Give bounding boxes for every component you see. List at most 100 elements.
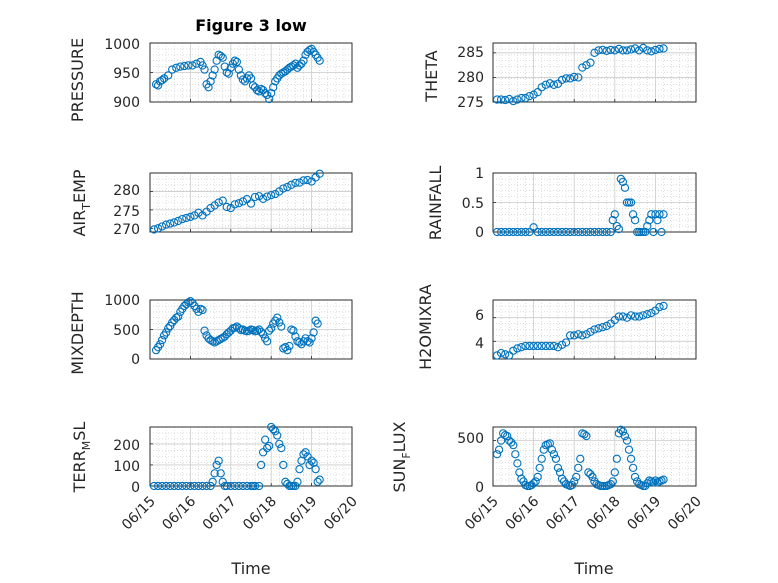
data-point — [517, 474, 526, 483]
data-point — [153, 224, 163, 233]
data-point — [170, 481, 179, 491]
data-point — [578, 227, 587, 237]
data-point — [260, 89, 270, 98]
axes-border — [149, 42, 353, 103]
data-point — [630, 44, 640, 53]
data-point — [533, 341, 542, 351]
data-point — [220, 62, 229, 71]
data-point — [565, 74, 575, 83]
data-point — [315, 475, 324, 484]
data-point — [537, 83, 546, 92]
data-point — [641, 481, 650, 491]
data-point — [498, 429, 508, 438]
y-axis-label-rest: LUX — [390, 421, 409, 452]
data-point — [234, 199, 244, 208]
subplot-h2omixra: 4 6 H2OMIXRA — [416, 284, 697, 370]
data-point — [610, 210, 619, 219]
data-point — [533, 227, 542, 237]
x-tick-label: 06/16 — [159, 493, 199, 533]
data-point — [184, 298, 193, 307]
data-point — [188, 61, 197, 70]
data-point — [513, 344, 522, 353]
data-point — [170, 218, 179, 227]
data-point — [586, 58, 595, 67]
y-axis-label-sub: T — [80, 203, 93, 211]
data-point — [561, 74, 571, 83]
data-point — [641, 227, 650, 237]
y-tick-label: 4 — [475, 336, 484, 352]
data-point — [630, 472, 640, 482]
y-tick-label: 0 — [131, 480, 140, 496]
data-markers — [149, 169, 324, 234]
data-point — [541, 341, 550, 351]
data-point — [584, 468, 593, 477]
data-point — [647, 47, 656, 56]
axes-border — [149, 172, 353, 233]
data-point — [513, 227, 522, 237]
data-point — [553, 343, 563, 352]
y-axis-label: TERRMSL — [70, 422, 93, 494]
y-tick-label: 900 — [113, 95, 140, 111]
data-point — [496, 227, 506, 237]
x-tick-label: 06/18 — [584, 494, 624, 534]
data-point — [260, 435, 270, 444]
data-point — [594, 46, 603, 55]
data-point — [265, 326, 274, 335]
data-point — [307, 456, 316, 465]
data-point — [295, 338, 304, 347]
y-tick-label: 950 — [113, 66, 140, 82]
data-point — [305, 338, 314, 347]
data-point — [299, 176, 308, 185]
y-axis-label: H2OMIXRA — [416, 284, 435, 370]
y-tick-label: 285 — [457, 45, 484, 61]
subplot-rainfall: 0 0.5 1 RAINFALL — [426, 166, 697, 241]
data-point — [271, 189, 280, 199]
data-point — [657, 227, 666, 237]
data-point — [616, 425, 626, 434]
data-point — [578, 331, 587, 340]
data-point — [252, 326, 262, 335]
data-point — [212, 337, 221, 346]
x-tick-label: 06/19 — [624, 494, 664, 534]
data-point — [602, 227, 611, 237]
y-tick-label: 0 — [475, 480, 484, 496]
data-point — [511, 450, 520, 459]
data-point — [283, 182, 292, 192]
data-point — [628, 210, 638, 219]
data-point — [551, 454, 561, 463]
y-tick-label: 500 — [113, 323, 140, 339]
data-point — [529, 223, 538, 232]
data-point — [313, 477, 322, 486]
data-point — [299, 56, 308, 65]
data-point — [531, 477, 540, 486]
data-point — [647, 210, 656, 219]
y-tick-label: 0 — [475, 225, 484, 241]
data-point — [149, 225, 159, 234]
data-point — [639, 43, 648, 53]
data-point — [289, 326, 298, 335]
y-axis-label: THETA — [422, 50, 441, 102]
data-point — [618, 46, 628, 55]
data-point — [590, 227, 599, 237]
x-axis-label: Time — [573, 559, 613, 578]
data-point — [198, 305, 207, 315]
data-point — [525, 91, 534, 101]
data-markers — [149, 422, 324, 491]
y-tick-label: 275 — [457, 95, 484, 111]
data-point — [574, 227, 583, 237]
data-point — [565, 227, 575, 237]
data-point — [505, 351, 514, 360]
data-point — [496, 95, 506, 104]
data-point — [549, 450, 559, 459]
data-point — [166, 219, 175, 228]
data-markers — [492, 43, 668, 106]
y-tick-label: 1000 — [104, 37, 140, 53]
y-tick-label: 280 — [113, 183, 140, 199]
data-point — [614, 312, 624, 321]
data-point — [553, 463, 563, 472]
data-point — [162, 220, 171, 229]
data-point — [574, 463, 583, 472]
data-point — [582, 60, 591, 70]
data-point — [570, 227, 579, 237]
